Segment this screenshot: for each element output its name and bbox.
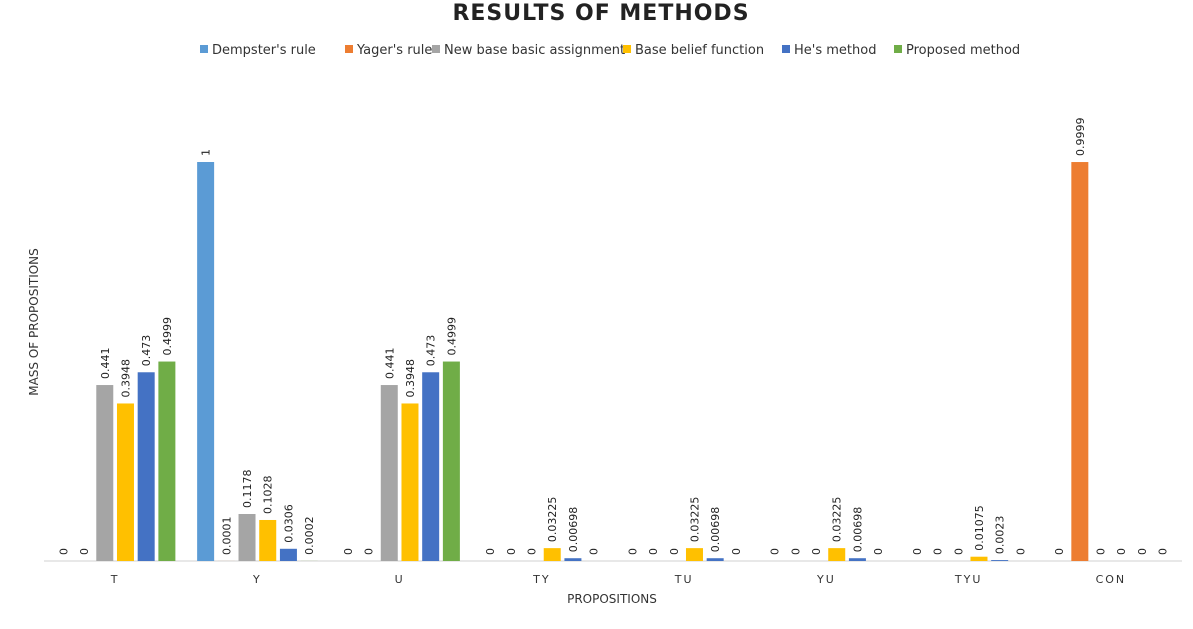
bar-U-4 (422, 372, 440, 561)
x-tick-label-TYU: TYU (954, 573, 983, 586)
bar-Y-3 (259, 519, 277, 561)
bars-group (96, 162, 1089, 562)
bar-Y-4 (279, 548, 297, 561)
data-label-T-4: 0.473 (140, 335, 153, 367)
data-label-YU-3: 0.03225 (831, 497, 844, 543)
x-axis-title: PROPOSITIONS (567, 592, 657, 606)
data-label-U-2: 0.441 (383, 348, 396, 380)
data-label-CON-3: 0 (1115, 548, 1128, 555)
data-label-TYU-4: 0.0023 (994, 516, 1007, 555)
bar-T-4 (137, 372, 155, 561)
bar-TU-4 (706, 558, 724, 561)
data-label-TY-4: 0.00698 (567, 507, 580, 553)
legend-swatch-1 (345, 45, 353, 53)
x-tick-labels: T Y U TY TU YU TYU CON (110, 573, 1127, 586)
data-label-TU-3: 0.03225 (688, 497, 701, 543)
bar-Y-0 (197, 162, 215, 561)
data-label-TU-1: 0 (647, 548, 660, 555)
bar-Y-2 (238, 514, 256, 561)
data-label-YU-1: 0 (789, 548, 802, 555)
data-label-U-1: 0 (363, 548, 376, 555)
legend-label-4: He's method (794, 43, 876, 58)
data-label-CON-5: 0 (1157, 548, 1170, 555)
data-label-TY-5: 0 (588, 548, 601, 555)
data-label-YU-4: 0.00698 (851, 507, 864, 553)
data-label-Y-2: 0.1178 (241, 470, 254, 509)
data-label-CON-0: 0 (1053, 548, 1066, 555)
data-label-Y-4: 0.0306 (282, 504, 295, 543)
legend-label-0: Dempster's rule (212, 43, 316, 58)
data-label-Y-5: 0.0002 (303, 516, 316, 555)
data-label-T-3: 0.3948 (119, 359, 132, 398)
legend-label-3: Base belief function (635, 43, 764, 58)
data-label-YU-0: 0 (769, 548, 782, 555)
data-label-Y-3: 0.1028 (262, 475, 275, 514)
legend-swatch-0 (200, 45, 208, 53)
bar-TU-3 (685, 548, 703, 561)
x-tick-label-TU: TU (674, 573, 694, 586)
data-label-Y-0: 1 (200, 149, 213, 156)
data-label-CON-2: 0 (1095, 548, 1108, 555)
data-label-T-1: 0 (78, 548, 91, 555)
bar-U-2 (380, 385, 398, 561)
data-label-T-0: 0 (57, 548, 70, 555)
data-label-TU-5: 0 (730, 548, 743, 555)
data-label-CON-4: 0 (1136, 548, 1149, 555)
legend-swatch-5 (894, 45, 902, 53)
data-label-TY-0: 0 (484, 548, 497, 555)
legend-label-2: New base basic assignment (444, 43, 625, 58)
legend-swatch-2 (432, 45, 440, 53)
data-label-TYU-5: 0 (1014, 548, 1027, 555)
bar-T-5 (158, 361, 176, 561)
data-label-TY-1: 0 (505, 548, 518, 555)
data-label-TYU-3: 0.01075 (973, 505, 986, 551)
x-tick-label-YU: YU (816, 573, 836, 586)
data-label-T-5: 0.4999 (161, 317, 174, 356)
data-label-TU-2: 0 (668, 548, 681, 555)
bar-TY-3 (543, 548, 561, 561)
data-label-U-3: 0.3948 (404, 359, 417, 398)
chart-title: RESULTS OF METHODS (452, 1, 749, 26)
y-axis-title: MASS OF PROPOSITIONS (27, 248, 41, 396)
data-label-U-4: 0.473 (425, 335, 438, 367)
data-label-Y-1: 0.0001 (220, 516, 233, 555)
x-tick-label-Y: Y (252, 573, 262, 586)
bar-T-3 (116, 403, 134, 561)
bar-TY-4 (564, 558, 582, 561)
data-label-TYU-1: 0 (932, 548, 945, 555)
x-tick-label-U: U (395, 573, 405, 586)
data-label-U-5: 0.4999 (445, 317, 458, 356)
bar-U-3 (401, 403, 419, 561)
bar-TYU-3 (970, 556, 988, 561)
data-label-TY-2: 0 (526, 548, 539, 555)
x-tick-label-T: T (110, 573, 120, 586)
data-label-TY-3: 0.03225 (546, 497, 559, 543)
bar-TYU-4 (991, 560, 1009, 561)
x-tick-label-TY: TY (532, 573, 550, 586)
bar-YU-4 (848, 558, 866, 561)
bar-T-2 (96, 385, 114, 561)
x-tick-label-CON: CON (1096, 573, 1127, 586)
legend: Dempster's rule Yager's rule New base basi… (200, 43, 1020, 58)
data-label-YU-5: 0 (872, 548, 885, 555)
data-label-TYU-2: 0 (952, 548, 965, 555)
bar-CON-1 (1071, 162, 1089, 562)
legend-label-5: Proposed method (906, 43, 1020, 58)
legend-swatch-3 (623, 45, 631, 53)
data-label-T-2: 0.441 (99, 348, 112, 380)
data-label-TYU-0: 0 (911, 548, 924, 555)
bar-U-5 (442, 361, 460, 561)
legend-swatch-4 (782, 45, 790, 53)
data-label-YU-2: 0 (810, 548, 823, 555)
legend-label-1: Yager's rule (356, 43, 432, 58)
data-label-CON-1: 0.9999 (1074, 118, 1087, 157)
bar-YU-3 (828, 548, 846, 561)
data-label-U-0: 0 (342, 548, 355, 555)
data-label-TU-4: 0.00698 (709, 507, 722, 553)
data-label-TU-0: 0 (626, 548, 639, 555)
